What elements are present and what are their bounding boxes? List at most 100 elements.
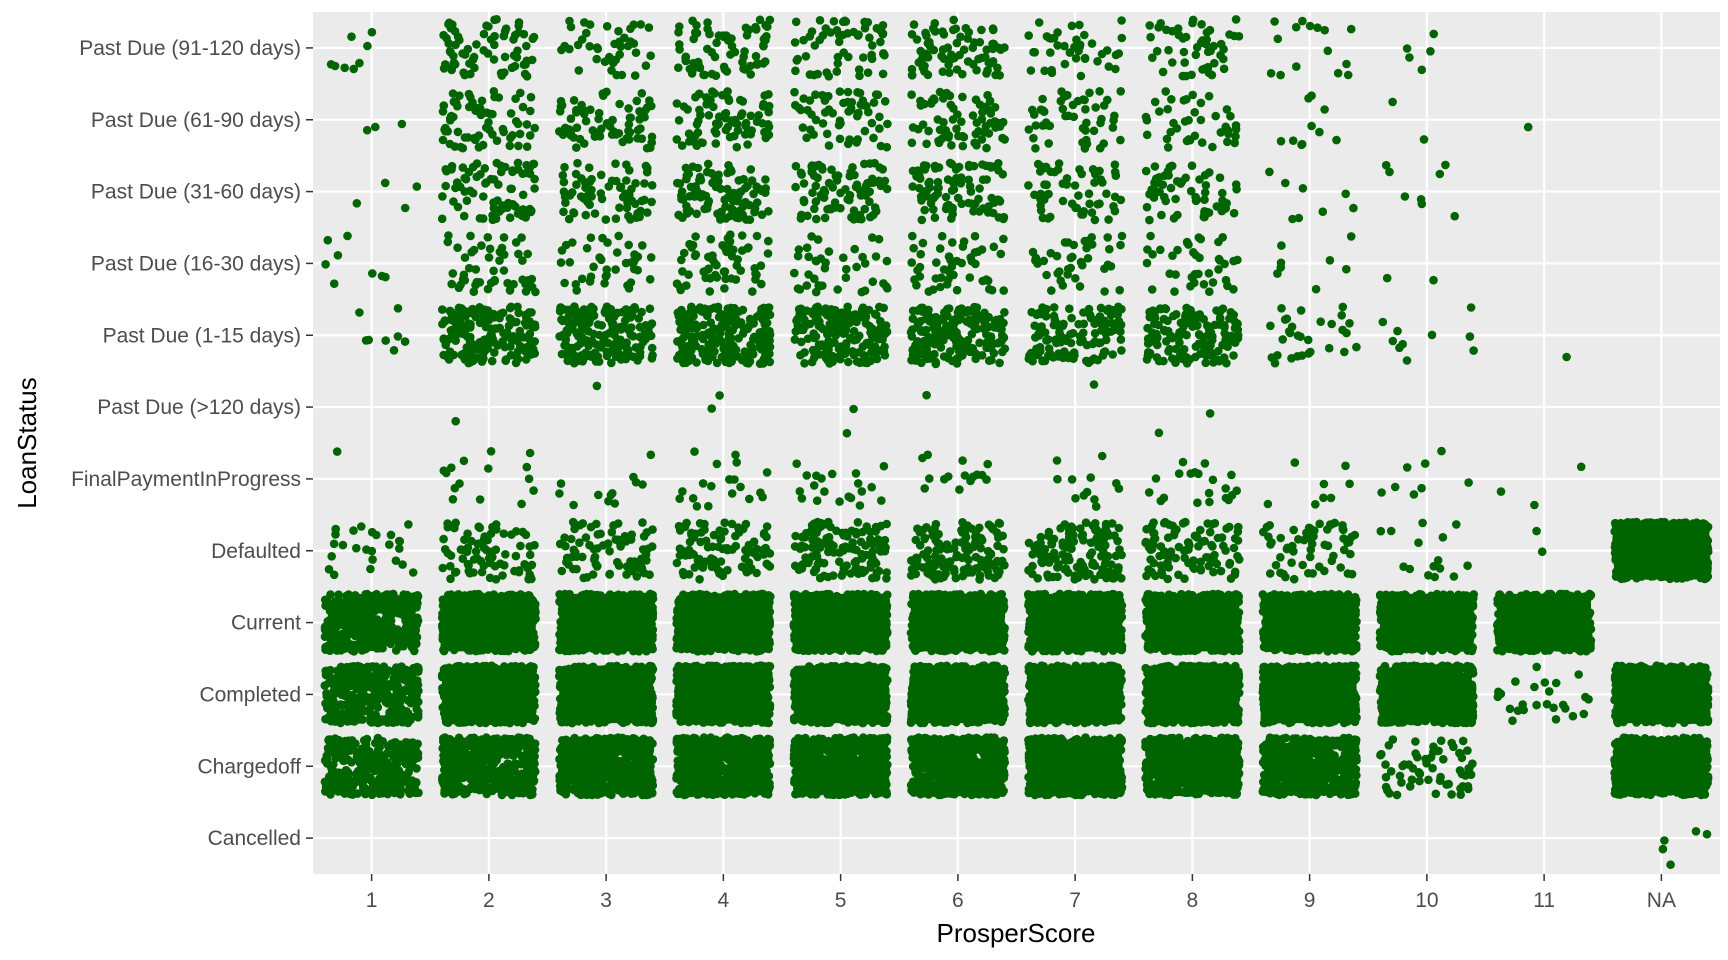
data-point [873, 741, 882, 750]
data-point [763, 745, 772, 754]
data-point [1050, 769, 1059, 778]
data-point [1217, 734, 1226, 743]
data-point [1174, 786, 1183, 795]
data-point [1066, 760, 1075, 769]
data-point [698, 742, 707, 751]
data-point [922, 734, 931, 743]
data-point [736, 790, 745, 799]
data-point [824, 747, 833, 756]
data-point [683, 764, 692, 773]
data-point [348, 789, 357, 798]
data-point [1088, 750, 1097, 759]
data-point [823, 777, 832, 786]
data-point [1222, 788, 1231, 797]
data-point [1183, 737, 1192, 746]
data-point [1079, 752, 1088, 761]
data-point [1157, 786, 1166, 795]
data-point [695, 772, 704, 781]
data-point [1194, 783, 1203, 792]
data-point [1207, 745, 1216, 754]
data-point [992, 742, 1001, 751]
data-point [472, 764, 481, 773]
data-point [516, 786, 525, 795]
data-point [1171, 735, 1180, 744]
data-point [845, 735, 854, 744]
data-point [448, 790, 457, 799]
data-point [678, 754, 687, 763]
data-point [862, 754, 871, 763]
data-point [582, 735, 591, 744]
data-point [858, 762, 867, 771]
data-point [391, 760, 400, 769]
point-group [321, 734, 423, 799]
data-point [1660, 836, 1669, 845]
data-point [717, 776, 726, 785]
data-point [912, 742, 921, 751]
data-point [592, 747, 601, 756]
data-point [1105, 761, 1114, 770]
data-point [647, 740, 656, 749]
data-point [361, 790, 370, 799]
data-point [606, 759, 615, 768]
data-point [517, 759, 526, 768]
data-point [1097, 762, 1106, 771]
data-point [1053, 758, 1062, 767]
data-point [459, 746, 468, 755]
data-point [843, 790, 852, 799]
data-point [365, 753, 374, 762]
data-point [799, 736, 808, 745]
data-point [938, 774, 947, 783]
data-point [362, 744, 371, 753]
data-point [528, 785, 537, 794]
data-point [1206, 755, 1215, 764]
data-point [497, 778, 506, 787]
point-group [555, 733, 657, 799]
data-point [556, 786, 565, 795]
data-point [472, 783, 481, 792]
data-point [558, 779, 567, 788]
data-point [1215, 744, 1224, 753]
data-point [989, 777, 998, 786]
data-point [1146, 735, 1155, 744]
data-point [685, 775, 694, 784]
data-point [566, 740, 575, 749]
data-point [729, 763, 738, 772]
data-point [516, 738, 525, 747]
data-point [1149, 782, 1158, 791]
data-point [1151, 752, 1160, 761]
data-point [440, 774, 449, 783]
data-point [361, 768, 370, 777]
data-point [959, 743, 968, 752]
data-point [864, 744, 873, 753]
data-point [1072, 784, 1081, 793]
data-point [385, 775, 394, 784]
data-point [813, 783, 822, 792]
data-point [477, 735, 486, 744]
data-point [925, 750, 934, 759]
data-point [1041, 766, 1050, 775]
data-point [745, 775, 754, 784]
data-point [992, 755, 1001, 764]
data-point [1170, 752, 1179, 761]
data-point [1182, 778, 1191, 787]
data-point [940, 755, 949, 764]
data-point [531, 746, 540, 755]
data-point [951, 766, 960, 775]
data-point [582, 755, 591, 764]
data-point [369, 782, 378, 791]
data-point [959, 757, 968, 766]
data-point [922, 788, 931, 797]
data-point [1166, 775, 1175, 784]
point-group [1141, 734, 1243, 800]
data-point [1061, 750, 1070, 759]
data-point [592, 740, 601, 749]
data-point [1167, 765, 1176, 774]
data-point [566, 762, 575, 771]
data-point [707, 753, 716, 762]
data-point [830, 760, 839, 769]
data-point [409, 779, 418, 788]
data-point [869, 787, 878, 796]
data-point [457, 737, 466, 746]
data-point [914, 777, 923, 786]
data-point [1027, 766, 1036, 775]
